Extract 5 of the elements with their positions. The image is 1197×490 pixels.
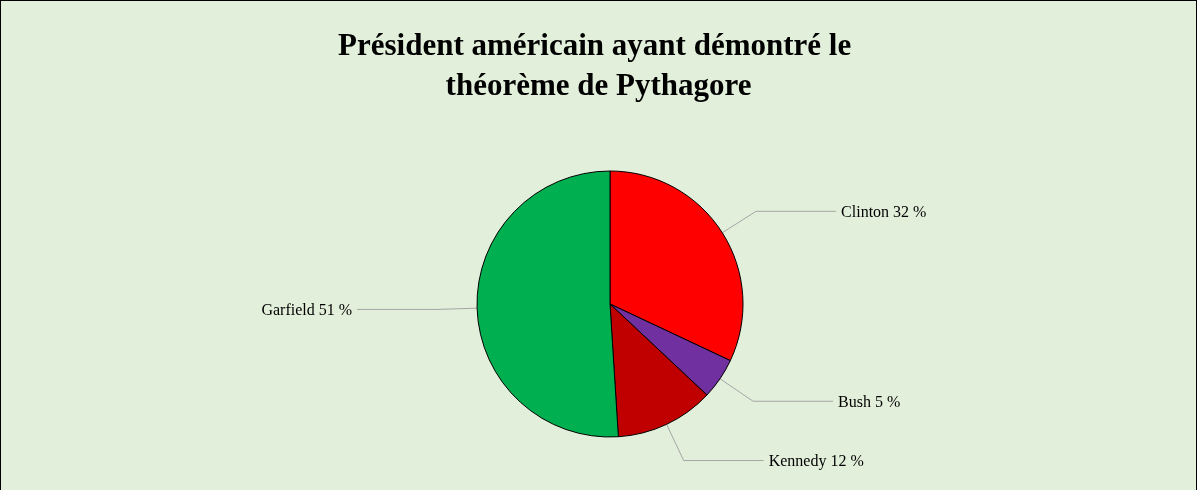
chart-title: Président américain ayant démontré le théorème de Pythagore xyxy=(338,26,859,102)
slice-label: Bush 5 % xyxy=(838,392,901,410)
slice-label: Kennedy 12 % xyxy=(768,452,864,471)
slice-label: Clinton 32 % xyxy=(841,202,927,220)
slice-label: Garfield 51 % xyxy=(261,300,353,318)
